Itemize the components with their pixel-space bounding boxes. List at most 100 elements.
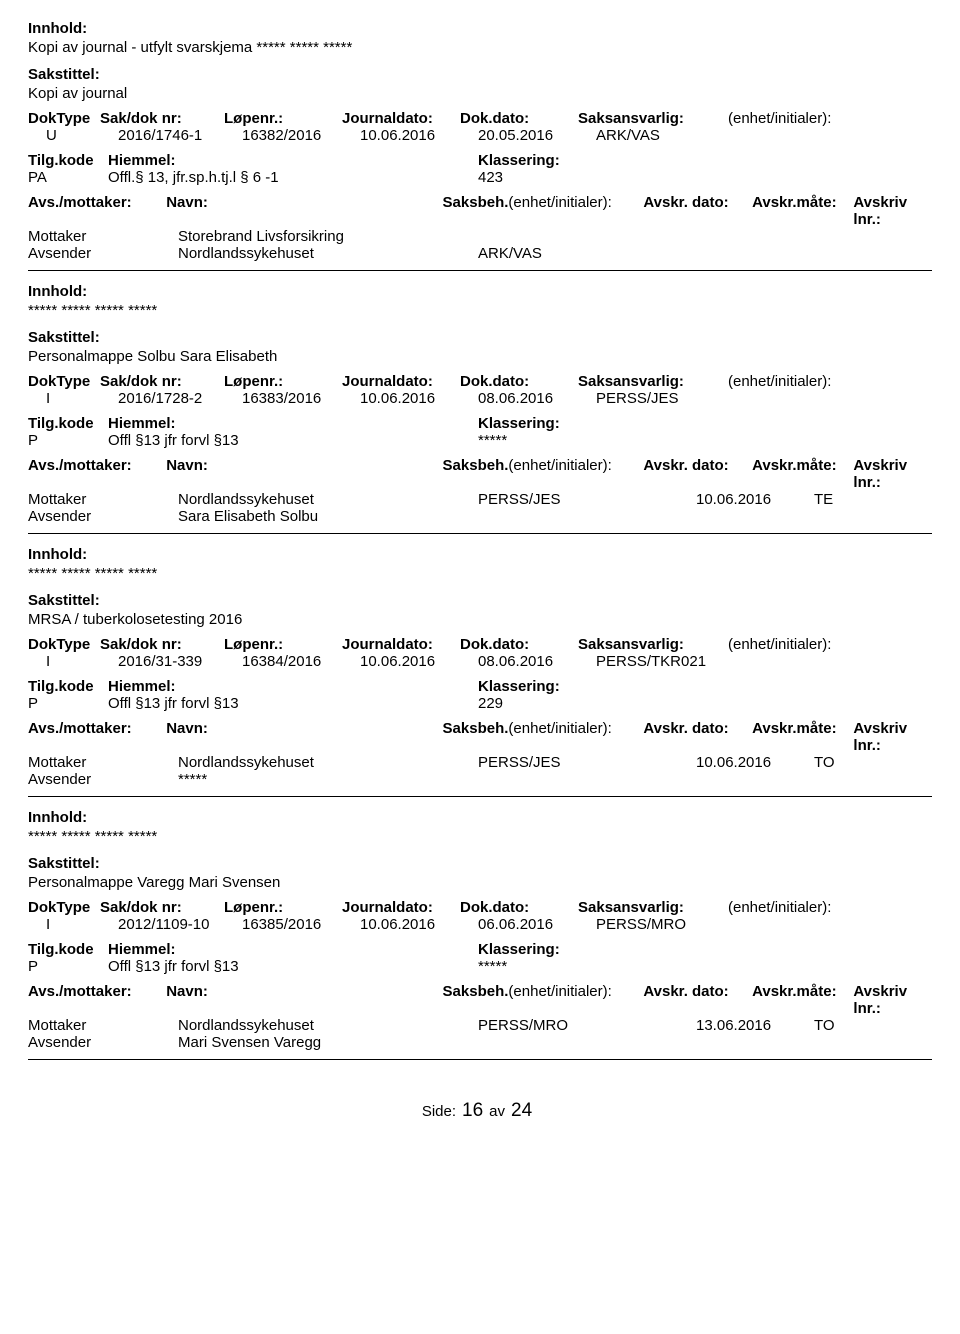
hdr-jdato: Journaldato: bbox=[342, 373, 460, 390]
val-tilgkode: P bbox=[28, 432, 108, 449]
hdr-avskrlnr: Avskriv lnr.: bbox=[853, 457, 932, 491]
val-ddato: 06.06.2016 bbox=[478, 916, 596, 933]
val-lopenr: 16385/2016 bbox=[242, 916, 360, 933]
meta-values: U2016/1746-116382/201610.06.201620.05.20… bbox=[28, 127, 932, 144]
innhold-label: Innhold: bbox=[28, 20, 932, 37]
tilg-values: POffl §13 jfr forvl §13***** bbox=[28, 958, 932, 975]
party-avskrdato bbox=[696, 771, 814, 788]
hdr-avskrdato: Avskr. dato: bbox=[643, 983, 752, 1017]
hdr-saksbeh-enhet: (enhet/initialer): bbox=[508, 720, 611, 737]
hdr-enhet: (enhet/initialer): bbox=[728, 110, 888, 127]
hdr-saksansv: Saksansvarlig: bbox=[578, 373, 728, 390]
hdr-doktype: DokType bbox=[28, 899, 100, 916]
hdr-hjemmel: Hiemmel: bbox=[108, 941, 478, 958]
val-lopenr: 16384/2016 bbox=[242, 653, 360, 670]
party-row: AvsenderMari Svensen Varegg bbox=[28, 1034, 932, 1051]
party-role: Mottaker bbox=[28, 1017, 178, 1034]
hdr-saksansv: Saksansvarlig: bbox=[578, 110, 728, 127]
party-avskrdato bbox=[696, 228, 814, 245]
hdr-navn: Navn: bbox=[166, 457, 442, 491]
hdr-saksbeh-word: Saksbeh. bbox=[443, 983, 509, 1000]
journal-record: Innhold:Kopi av journal - utfylt svarskj… bbox=[28, 20, 932, 262]
record-separator bbox=[28, 270, 932, 271]
hdr-tilgkode: Tilg.kode bbox=[28, 941, 108, 958]
party-saksbeh: PERSS/JES bbox=[478, 491, 696, 508]
footer-page: 16 bbox=[462, 1100, 483, 1121]
party-saksbeh bbox=[478, 1034, 696, 1051]
val-saksansv: PERSS/TKR021 bbox=[596, 653, 746, 670]
val-lopenr: 16383/2016 bbox=[242, 390, 360, 407]
val-enhet bbox=[746, 653, 906, 670]
val-jdato: 10.06.2016 bbox=[360, 127, 478, 144]
party-role: Avsender bbox=[28, 771, 178, 788]
hdr-tilgkode: Tilg.kode bbox=[28, 415, 108, 432]
val-sakdok: 2012/1109-10 bbox=[118, 916, 242, 933]
val-sakdok: 2016/31-339 bbox=[118, 653, 242, 670]
party-header: Avs./mottaker:Navn:Saksbeh.(enhet/initia… bbox=[28, 983, 932, 1017]
hdr-saksbeh-word: Saksbeh. bbox=[443, 194, 509, 211]
val-tilgkode: P bbox=[28, 695, 108, 712]
hdr-saksbeh: Saksbeh.(enhet/initialer): bbox=[443, 983, 644, 1017]
party-avskrdato bbox=[696, 1034, 814, 1051]
val-klassering: ***** bbox=[478, 958, 507, 975]
hdr-avskrdato: Avskr. dato: bbox=[643, 720, 752, 754]
party-name: ***** bbox=[178, 771, 478, 788]
hdr-avskrlnr: Avskriv lnr.: bbox=[853, 194, 932, 228]
sakstittel-text: MRSA / tuberkolosetesting 2016 bbox=[28, 611, 932, 628]
party-row: MottakerNordlandssykehusetPERSS/JES10.06… bbox=[28, 754, 932, 771]
party-row: Avsender***** bbox=[28, 771, 932, 788]
val-jdato: 10.06.2016 bbox=[360, 916, 478, 933]
party-avskrmate bbox=[814, 508, 924, 525]
hdr-avskrdato: Avskr. dato: bbox=[643, 194, 752, 228]
party-avskrmate bbox=[814, 245, 924, 262]
hdr-saksbeh-enhet: (enhet/initialer): bbox=[508, 194, 611, 211]
hdr-navn: Navn: bbox=[166, 720, 442, 754]
sakstittel-text: Personalmappe Solbu Sara Elisabeth bbox=[28, 348, 932, 365]
party-avskrdato bbox=[696, 245, 814, 262]
meta-header: DokTypeSak/dok nr:Løpenr.:Journaldato:Do… bbox=[28, 899, 932, 916]
val-sakdok: 2016/1728-2 bbox=[118, 390, 242, 407]
party-avskrdato: 13.06.2016 bbox=[696, 1017, 814, 1034]
party-row: AvsenderSara Elisabeth Solbu bbox=[28, 508, 932, 525]
val-doktype: I bbox=[28, 653, 118, 670]
record-separator bbox=[28, 533, 932, 534]
journal-record: Innhold:***** ***** ***** *****Sakstitte… bbox=[28, 283, 932, 525]
journal-record: Innhold:***** ***** ***** *****Sakstitte… bbox=[28, 546, 932, 788]
party-role: Mottaker bbox=[28, 754, 178, 771]
party-role: Mottaker bbox=[28, 228, 178, 245]
record-separator bbox=[28, 1059, 932, 1060]
party-saksbeh bbox=[478, 508, 696, 525]
party-avskrdato: 10.06.2016 bbox=[696, 754, 814, 771]
hdr-avsmot: Avs./mottaker: bbox=[28, 194, 166, 228]
hdr-klassering: Klassering: bbox=[478, 152, 560, 169]
meta-values: I2016/31-33916384/201610.06.201608.06.20… bbox=[28, 653, 932, 670]
party-name: Sara Elisabeth Solbu bbox=[178, 508, 478, 525]
val-saksansv: PERSS/MRO bbox=[596, 916, 746, 933]
hdr-avskrlnr: Avskriv lnr.: bbox=[853, 983, 932, 1017]
page-footer: Side:16av24 bbox=[28, 1100, 932, 1122]
innhold-label: Innhold: bbox=[28, 283, 932, 300]
hdr-avskrmate: Avskr.måte: bbox=[752, 194, 853, 228]
meta-header: DokTypeSak/dok nr:Løpenr.:Journaldato:Do… bbox=[28, 110, 932, 127]
party-name: Mari Svensen Varegg bbox=[178, 1034, 478, 1051]
meta-header: DokTypeSak/dok nr:Løpenr.:Journaldato:Do… bbox=[28, 373, 932, 390]
party-role: Avsender bbox=[28, 245, 178, 262]
hdr-avskrdato: Avskr. dato: bbox=[643, 457, 752, 491]
party-row: AvsenderNordlandssykehusetARK/VAS bbox=[28, 245, 932, 262]
tilg-header: Tilg.kodeHiemmel:Klassering: bbox=[28, 941, 932, 958]
meta-header: DokTypeSak/dok nr:Løpenr.:Journaldato:Do… bbox=[28, 636, 932, 653]
party-name: Nordlandssykehuset bbox=[178, 1017, 478, 1034]
tilg-header: Tilg.kodeHiemmel:Klassering: bbox=[28, 152, 932, 169]
sakstittel-label: Sakstittel: bbox=[28, 66, 932, 83]
hdr-avskrmate: Avskr.måte: bbox=[752, 457, 853, 491]
hdr-doktype: DokType bbox=[28, 373, 100, 390]
hdr-enhet: (enhet/initialer): bbox=[728, 899, 888, 916]
hdr-avsmot: Avs./mottaker: bbox=[28, 720, 166, 754]
hdr-saksbeh-enhet: (enhet/initialer): bbox=[508, 457, 611, 474]
party-avskrmate bbox=[814, 228, 924, 245]
hdr-lopenr: Løpenr.: bbox=[224, 636, 342, 653]
party-role: Avsender bbox=[28, 1034, 178, 1051]
hdr-enhet: (enhet/initialer): bbox=[728, 373, 888, 390]
val-hjemmel: Offl §13 jfr forvl §13 bbox=[108, 432, 478, 449]
party-header: Avs./mottaker:Navn:Saksbeh.(enhet/initia… bbox=[28, 194, 932, 228]
